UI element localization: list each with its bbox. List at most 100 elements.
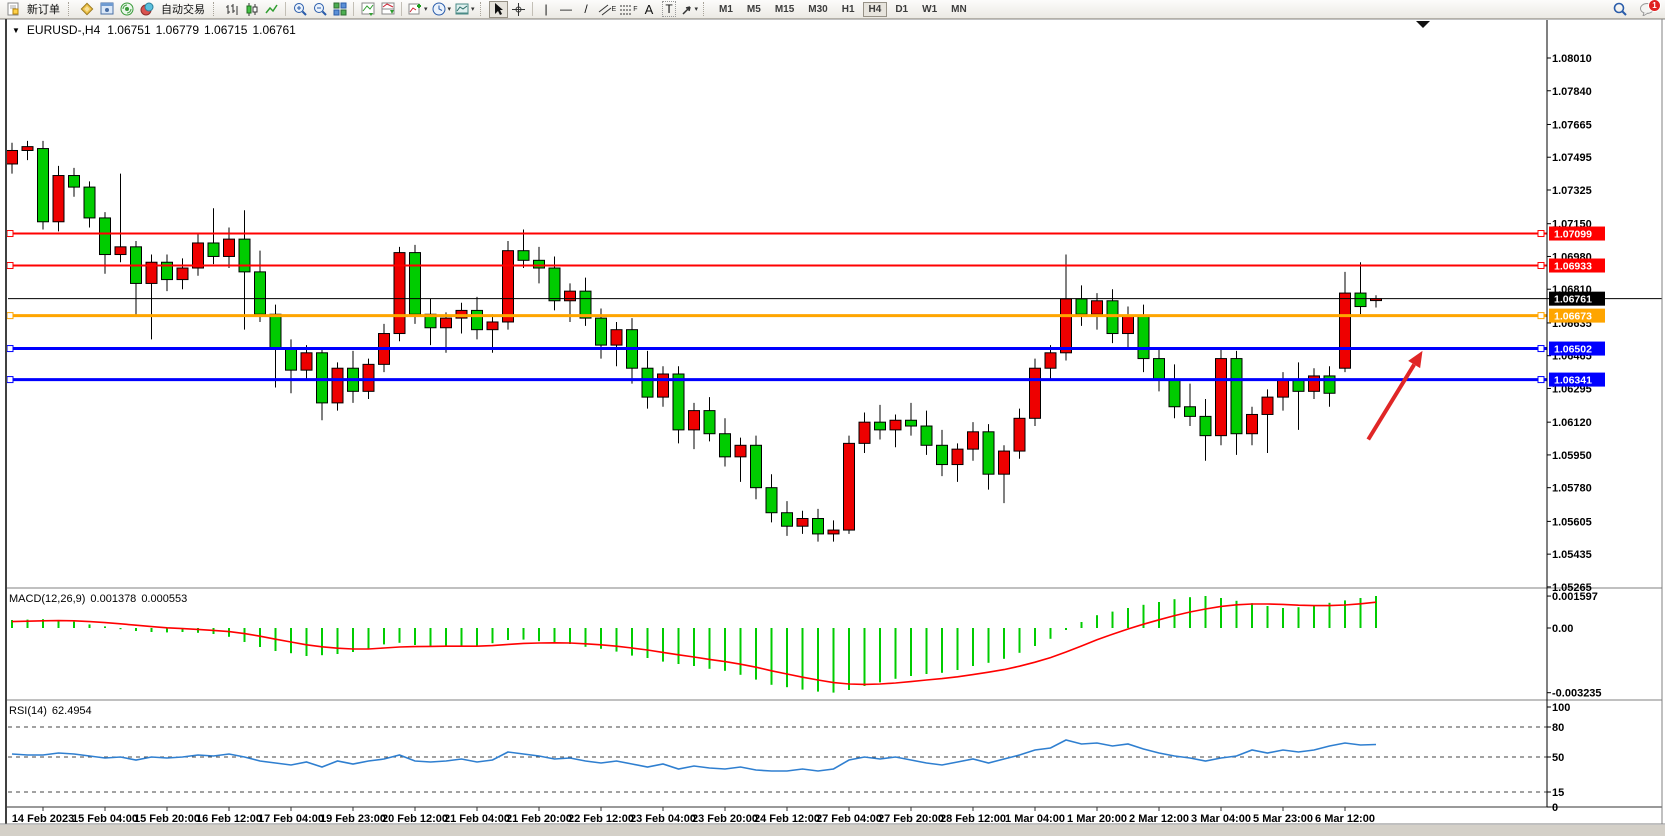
fibonacci-button[interactable]: F	[618, 1, 638, 18]
price-axis-label: 1.07495	[1552, 152, 1592, 164]
add-indicator-dropdown-icon[interactable]: ▾	[424, 6, 428, 13]
notifications-button[interactable]: 1	[1637, 0, 1661, 18]
line-handle[interactable]	[1537, 230, 1545, 238]
trend-arrow[interactable]	[1366, 363, 1416, 441]
candle	[920, 425, 933, 446]
zoom-out-button[interactable]	[310, 1, 329, 18]
line-handle[interactable]	[6, 345, 14, 353]
candle	[254, 271, 266, 315]
candle	[781, 512, 793, 527]
autotrade-label[interactable]: 自动交易	[161, 4, 205, 16]
time-axis-label: 23 Feb 20:00	[692, 813, 758, 825]
toolbar: 新订单 自	[0, 0, 1665, 19]
candle	[1122, 315, 1134, 335]
arrows-button[interactable]: ▾	[680, 1, 700, 18]
bar-chart-button[interactable]	[222, 1, 241, 18]
line-handle[interactable]	[6, 262, 14, 270]
notification-badge: 1	[1648, 0, 1661, 12]
candlestick-chart-button[interactable]	[242, 1, 261, 18]
indicator-window-button[interactable]	[378, 1, 397, 18]
add-indicator-button[interactable]: ▾	[406, 1, 429, 18]
periods-dropdown-icon[interactable]: ▾	[447, 6, 452, 13]
candle	[889, 419, 902, 431]
line-handle[interactable]	[1537, 262, 1545, 270]
zoom-in-button[interactable]	[290, 1, 309, 18]
line-handle[interactable]	[1537, 312, 1545, 320]
toolbar-handle-4[interactable]	[703, 2, 708, 16]
cursor-button[interactable]	[488, 0, 508, 18]
autotrade-button[interactable]	[137, 1, 156, 18]
line-handle[interactable]	[1537, 376, 1545, 384]
toolbar-handle-3[interactable]	[479, 2, 485, 16]
trendline-button[interactable]: /	[577, 1, 596, 18]
toolbar-handle[interactable]	[68, 2, 73, 16]
line-handle[interactable]	[6, 312, 14, 320]
indicator-list-button[interactable]	[358, 1, 377, 18]
line-handle[interactable]	[6, 230, 14, 238]
candle	[1029, 367, 1041, 419]
tile-windows-button[interactable]	[330, 1, 349, 18]
search-button[interactable]	[1610, 1, 1629, 18]
periods-button[interactable]: ▾	[430, 1, 453, 18]
text-button[interactable]: A	[640, 1, 659, 18]
candle	[176, 267, 189, 281]
candle	[874, 421, 886, 431]
autotrade-icon	[140, 2, 153, 16]
time-axis-label: 1 Mar 20:00	[1067, 813, 1127, 825]
line-chart-button[interactable]	[262, 1, 281, 18]
channel-label: E	[611, 5, 617, 13]
time-axis-area[interactable]	[8, 807, 1662, 824]
templates-dropdown-icon[interactable]: ▾	[471, 6, 475, 13]
rsi-axis-label: 50	[1552, 752, 1564, 764]
line-handle[interactable]	[6, 376, 14, 384]
candle	[734, 444, 747, 458]
chart-shift-marker-icon[interactable]	[1416, 21, 1430, 28]
price-axis-label: 1.05265	[1552, 582, 1592, 594]
data-window-button[interactable]	[97, 1, 116, 18]
price-axis-area[interactable]	[1547, 19, 1662, 807]
candle	[83, 186, 96, 219]
price-axis-label: 1.05950	[1552, 450, 1592, 462]
timeframe-button-h1[interactable]: H1	[841, 3, 855, 15]
price-axis-label: 1.05780	[1552, 483, 1592, 495]
trend-arrow-head[interactable]	[1408, 350, 1423, 369]
candle	[1215, 358, 1227, 437]
timeframe-button-m5[interactable]: M5	[746, 3, 761, 15]
macd-panel-area[interactable]	[8, 592, 1547, 700]
timeframe-button-m15[interactable]: M15	[774, 3, 795, 15]
vertical-line-button[interactable]: |	[537, 1, 556, 18]
arrows-dropdown-icon[interactable]: ▾	[694, 6, 699, 13]
candle	[99, 217, 111, 256]
tile-windows-icon	[333, 2, 346, 16]
new-order-button[interactable]	[3, 1, 22, 18]
timeframe-group: M1 M5 M15 M30 H1 H4 D1 W1 MN	[712, 1, 974, 17]
candle	[331, 367, 344, 404]
toolbar-handle-2[interactable]	[213, 2, 218, 16]
macd-signal-line	[11, 601, 1377, 686]
candle	[951, 448, 964, 466]
candle	[827, 529, 840, 535]
macd-axis-label: -0.003235	[1552, 688, 1602, 700]
candle	[52, 175, 65, 223]
templates-button[interactable]: ▾	[453, 1, 476, 18]
rsi-panel-area[interactable]	[8, 703, 1547, 807]
timeframe-button-mn[interactable]: MN	[951, 3, 967, 15]
text-label-button[interactable]: T	[660, 1, 679, 18]
macd-signal-value: 0.000553	[141, 593, 188, 605]
candle	[238, 238, 251, 273]
channel-button[interactable]: E	[597, 1, 618, 18]
timeframe-button-m30[interactable]: M30	[808, 3, 828, 15]
timeframe-button-m1[interactable]: M1	[719, 3, 733, 15]
market-watch-button[interactable]	[77, 1, 96, 18]
candle	[223, 238, 235, 257]
window-menu-icon[interactable]: ▼	[12, 25, 20, 35]
price-tag	[1549, 258, 1605, 273]
line-handle[interactable]	[1537, 345, 1545, 353]
timeframe-button-d1[interactable]: D1	[895, 3, 909, 15]
signal-button[interactable]	[117, 1, 136, 18]
timeframe-button-w1[interactable]: W1	[922, 3, 938, 15]
horizontal-line-button[interactable]: —	[557, 1, 576, 18]
timeframe-button-h4[interactable]: H4	[862, 1, 888, 17]
new-order-label[interactable]: 新订单	[27, 4, 60, 16]
crosshair-button[interactable]	[509, 1, 528, 18]
